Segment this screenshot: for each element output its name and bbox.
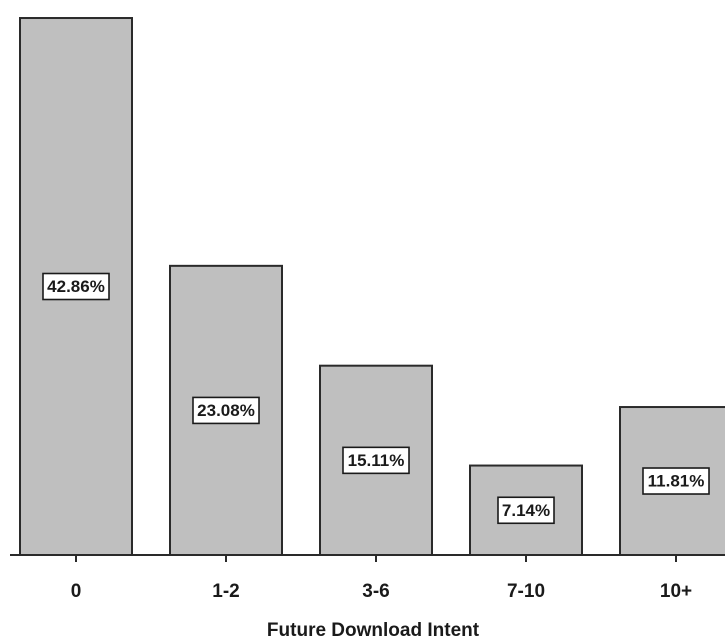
x-tick-label-2: 3-6 [362,581,389,602]
data-label-box-4 [642,467,710,495]
data-label-box-1 [192,396,260,425]
data-label-text-1: 23.08% [197,401,255,420]
data-label-text-4: 11.81% [648,472,705,491]
data-label-box-3 [497,496,555,525]
data-label-1: 23.08% [192,396,260,425]
data-label-text-0: 42.86% [47,277,105,296]
x-tick-label-0: 0 [71,581,82,602]
data-label-0: 42.86% [42,272,110,301]
data-label-box-0 [42,272,110,301]
x-tick-label-1: 1-2 [212,581,239,602]
x-tick-labels: 0 1-2 3-6 7-10 10+ [71,555,692,602]
data-label-2: 15.11% [342,446,410,475]
x-tick-label-3: 7-10 [507,581,545,602]
x-axis-title: Future Download Intent [267,620,480,641]
data-label-text-3: 7.14% [502,501,550,520]
bars-group [19,17,725,557]
data-label-box-2 [342,446,410,475]
data-label-4: 11.81% [642,467,710,495]
data-label-3: 7.14% [497,496,555,525]
x-tick-label-4: 10+ [660,581,692,602]
data-labels: 42.86% 23.08% 15.11% 7.14% 11.81% [42,272,710,525]
data-label-text-2: 15.11% [348,451,405,470]
